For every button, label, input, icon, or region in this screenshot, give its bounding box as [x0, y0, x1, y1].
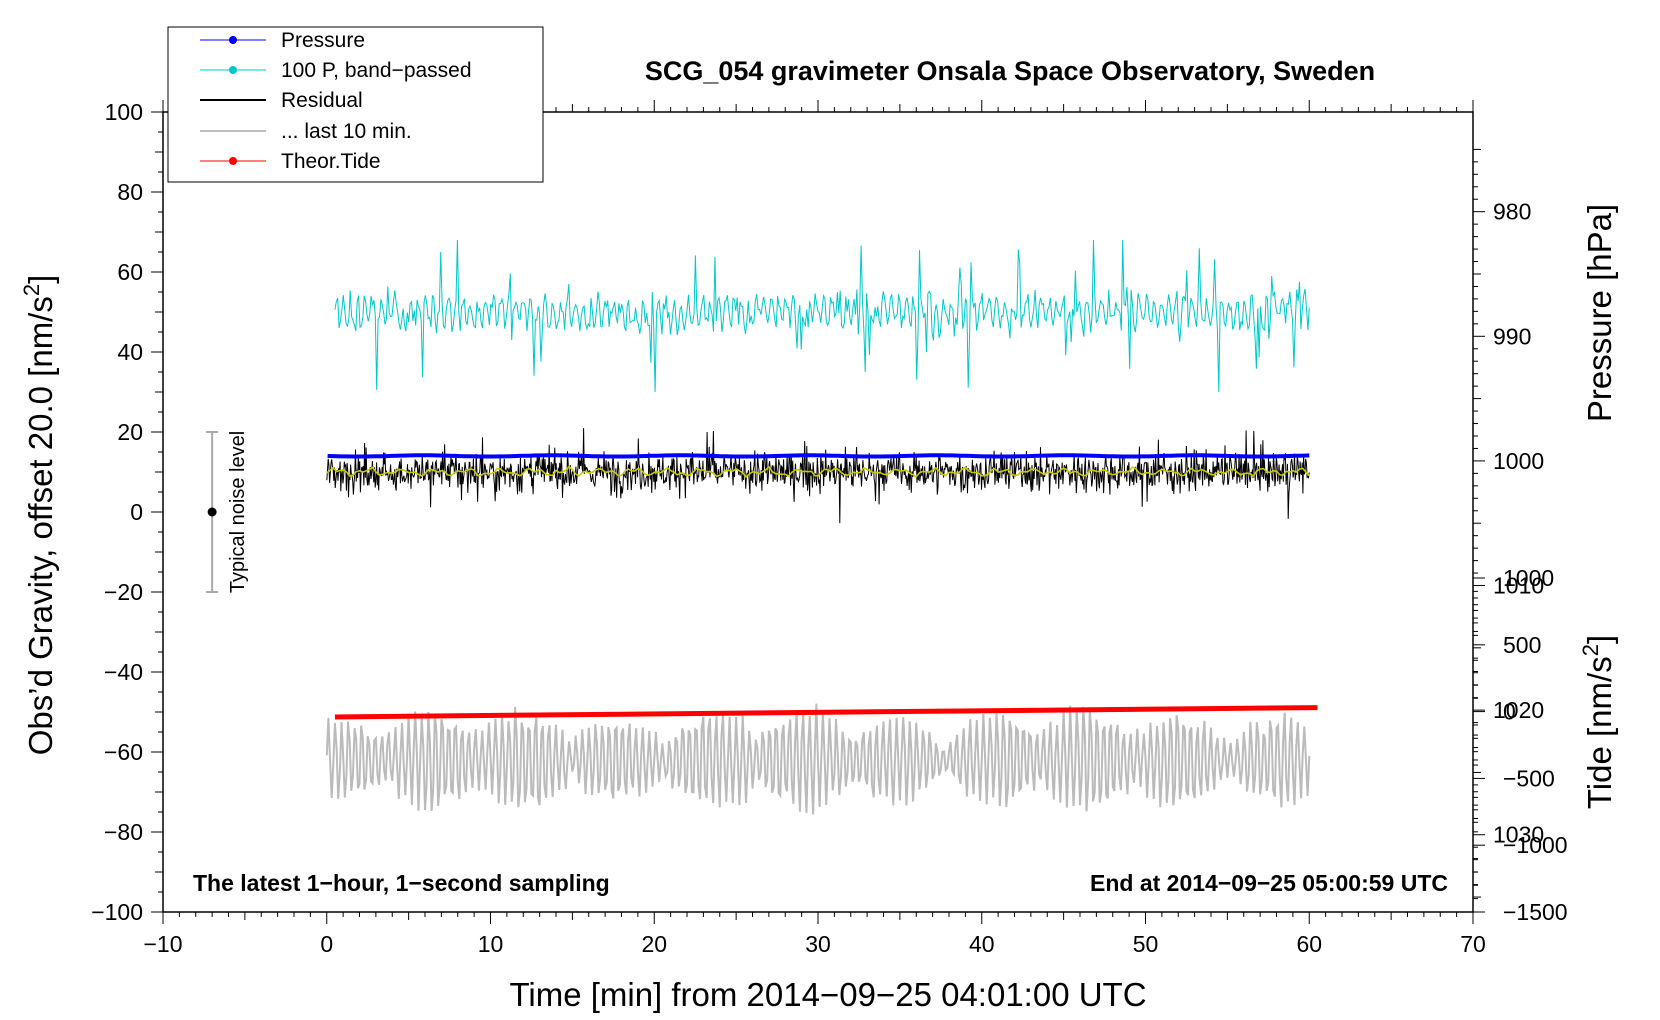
legend-label-tide: Theor.Tide: [281, 150, 381, 173]
annotation-end-time: End at 2014−09−25 05:00:59 UTC: [1090, 870, 1448, 896]
plot-frame: [162, 111, 1474, 913]
y-tick-label: −100: [91, 899, 143, 925]
x-tick-label: 10: [478, 931, 504, 957]
x-tick-label: 0: [320, 931, 333, 957]
legend-marker-bandpassed: [229, 66, 237, 74]
tide-tick-label: 500: [1503, 632, 1541, 658]
y-axis-left: −100 −80 −60 −40 −20 0 20 40 60 80 100: [91, 99, 163, 925]
pressure-tick-label: 990: [1493, 323, 1531, 349]
tide-axis-label-main: Tide [nm/s: [1581, 656, 1618, 809]
y-axis-pressure: 980 990 1000 1010 1020 1030: [1473, 148, 1544, 898]
x-tick-label: −10: [143, 931, 182, 957]
pressure-tick-label: 980: [1493, 199, 1531, 225]
pressure-tick-label: 1000: [1493, 448, 1544, 474]
y-tick-label: −40: [104, 659, 143, 685]
legend-label-pressure: Pressure: [281, 29, 365, 52]
legend-label-residual: Residual: [281, 89, 363, 112]
tide-tick-label: −500: [1503, 765, 1555, 791]
y-tick-label: 20: [117, 419, 143, 445]
legend: Pressure 100 P, band−passed Residual ...…: [167, 26, 544, 183]
legend-item-pressure: Pressure: [200, 29, 365, 52]
tide-axis-label-sup: 2: [1578, 644, 1603, 656]
y-tick-label: −60: [104, 739, 143, 765]
x-tick-label: 30: [805, 931, 831, 957]
legend-marker-pressure: [229, 36, 237, 44]
x-tick-label: 70: [1460, 931, 1486, 957]
noise-center-dot: [207, 507, 217, 517]
pressure-tick-label: 1020: [1493, 697, 1544, 723]
pressure-tick-label: 1010: [1493, 573, 1544, 599]
noise-label: Typical noise level: [227, 431, 249, 593]
tide-tick-label: 0: [1503, 699, 1516, 725]
y-tick-label: 60: [117, 259, 143, 285]
y-axis-label: Obs’d Gravity, offset 20.0 [nm/s2]: [19, 275, 59, 756]
tide-axis-label: Tide [nm/s2]: [1578, 635, 1618, 809]
legend-item-residual: Residual: [200, 89, 363, 112]
pressure-axis-label: Pressure [hPa]: [1581, 204, 1618, 422]
y-tick-label: 40: [117, 339, 143, 365]
x-tick-label: 40: [969, 931, 995, 957]
y-tick-label: 0: [130, 499, 143, 525]
chart-title: SCG_054 gravimeter Onsala Space Observat…: [645, 56, 1375, 86]
y-axis-label-end: ]: [22, 275, 59, 284]
x-tick-label: 50: [1133, 931, 1159, 957]
y-tick-label: 80: [117, 179, 143, 205]
tide-tick-label: −1000: [1503, 832, 1568, 858]
legend-item-last10: ... last 10 min.: [200, 120, 412, 143]
series-last-10-min: [325, 703, 1311, 815]
series-residual: [326, 428, 1310, 524]
series-pressure: [327, 453, 1310, 459]
annotation-sampling: The latest 1−hour, 1−second sampling: [193, 870, 610, 896]
pressure-tick-label: 1030: [1493, 822, 1544, 848]
noise-level-indicator: Typical noise level: [206, 431, 249, 593]
legend-label-last10: ... last 10 min.: [281, 120, 412, 143]
y-tick-label: −80: [104, 819, 143, 845]
legend-label-bandpassed: 100 P, band−passed: [281, 59, 472, 82]
tide-tick-label: 1000: [1503, 565, 1554, 591]
legend-item-bandpassed: 100 P, band−passed: [200, 59, 472, 82]
x-tick-label: 20: [641, 931, 667, 957]
y-tick-label: 100: [105, 99, 143, 125]
tide-axis-label-end: ]: [1581, 635, 1618, 644]
x-axis-label: Time [min] from 2014−09−25 04:01:00 UTC: [509, 976, 1146, 1013]
y-axis-label-sup: 2: [19, 284, 44, 296]
y-axis-label-main: Obs’d Gravity, offset 20.0 [nm/s: [22, 296, 59, 755]
series-residual-smoothed: [326, 465, 1310, 479]
series-theor-tide: [334, 705, 1318, 720]
legend-item-tide: Theor.Tide: [200, 150, 381, 173]
series-pressure-bandpassed: [334, 239, 1310, 393]
legend-box: [167, 26, 544, 183]
x-axis: −10 0 10 20 30 40 50 60 70: [143, 100, 1486, 957]
x-tick-label: 60: [1296, 931, 1322, 957]
tide-tick-label: −1500: [1503, 899, 1568, 925]
y-tick-label: −20: [104, 579, 143, 605]
plot-series: [325, 239, 1318, 815]
y-axis-tide: −1500 −1000 −500 0 500 1000: [1473, 565, 1568, 925]
legend-marker-tide: [229, 157, 237, 165]
